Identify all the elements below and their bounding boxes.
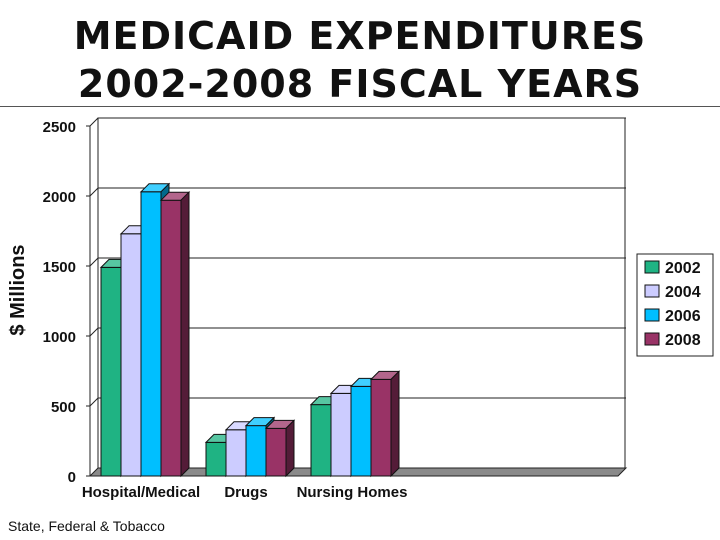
y-tick-label: 2500 [43, 119, 76, 136]
bar-side [285, 419, 295, 478]
gridline-diagonal [89, 117, 99, 127]
bar [205, 441, 227, 477]
gridline-diagonal [89, 257, 99, 267]
bar [245, 425, 267, 477]
gridline-diagonal [89, 397, 99, 407]
bar [120, 233, 142, 477]
gridline-diagonal [89, 327, 99, 337]
y-tick-label: 1500 [43, 259, 76, 276]
bar [160, 199, 182, 477]
y-tick-label: 2000 [43, 189, 76, 206]
x-category-label: Hospital/Medical [82, 484, 200, 501]
gridline-diagonal [89, 187, 99, 197]
y-tick-label: 0 [68, 469, 76, 486]
legend-label: 2006 [665, 308, 701, 325]
chart-title-line-2: 2002-2008 FISCAL YEARS [77, 62, 643, 106]
y-tick-label: 500 [51, 399, 76, 416]
bar [265, 427, 287, 477]
x-category-label: Nursing Homes [297, 484, 408, 501]
bar-side [180, 190, 190, 478]
y-axis-label: $ Millions [7, 244, 29, 335]
legend-swatch [644, 284, 660, 298]
title-divider [0, 106, 720, 107]
bar [350, 385, 372, 477]
legend-swatch [644, 308, 660, 322]
bar [100, 266, 122, 477]
bar [330, 392, 352, 477]
bar [370, 378, 392, 477]
x-category-label: Drugs [224, 484, 267, 501]
bar [140, 191, 162, 477]
bar-side [390, 370, 400, 478]
bar [310, 404, 332, 477]
legend-label: 2004 [665, 284, 701, 301]
bar [225, 429, 247, 477]
y-tick-label: 1000 [43, 329, 76, 346]
source-note: State, Federal & Tobacco [8, 518, 165, 534]
legend-swatch [644, 332, 660, 346]
chart-title-line-1: MEDICAID EXPENDITURES [73, 14, 647, 58]
legend-label: 2002 [665, 260, 701, 277]
legend-label: 2008 [665, 332, 701, 349]
legend-swatch [644, 260, 660, 274]
